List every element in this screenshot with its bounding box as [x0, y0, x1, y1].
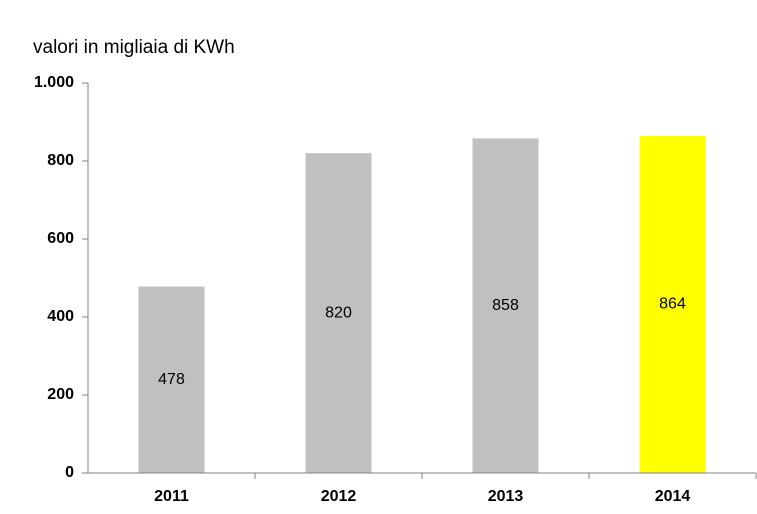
axis-label: valori in migliaia di KWh [33, 37, 235, 58]
data-label: 864 [659, 296, 686, 313]
bar [305, 153, 372, 473]
data-label: 820 [325, 304, 352, 321]
data-label: 478 [158, 371, 185, 388]
bar [138, 286, 205, 473]
bar [639, 136, 706, 474]
y-tick-label: 200 [47, 386, 74, 403]
x-tick-label: 2014 [655, 488, 691, 505]
y-tick-label: 1.000 [34, 74, 74, 91]
y-tick-label: 0 [65, 464, 74, 481]
y-tick-label: 600 [47, 230, 74, 247]
x-tick-label: 2011 [154, 488, 189, 505]
data-label: 858 [492, 297, 519, 314]
x-tick-label: 2013 [488, 488, 524, 505]
y-tick-label: 400 [47, 308, 74, 325]
y-tick-label: 800 [47, 152, 74, 169]
x-tick-label: 2012 [321, 488, 357, 505]
bar [472, 138, 539, 473]
